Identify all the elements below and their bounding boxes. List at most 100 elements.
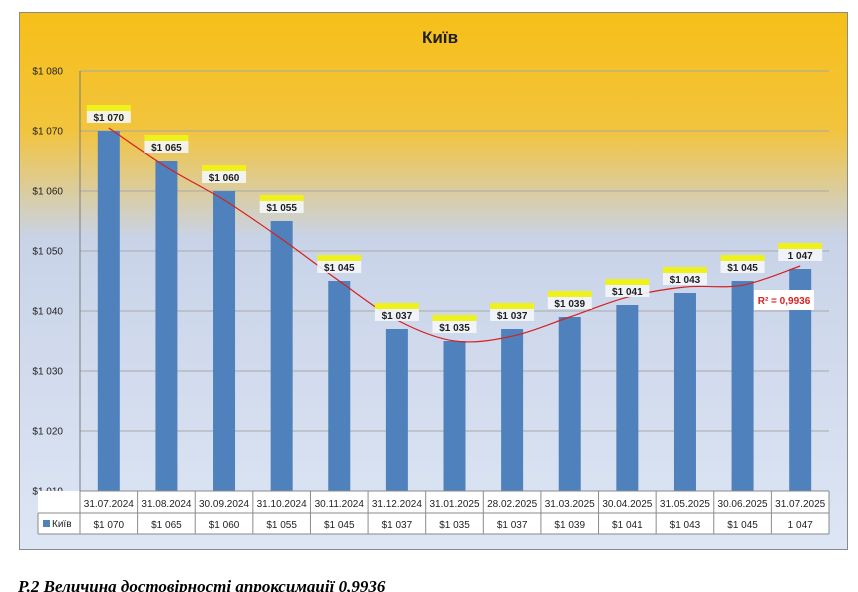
data-label: $1 039	[547, 291, 592, 310]
chart-background	[20, 13, 847, 549]
table-value: $1 045	[324, 520, 355, 531]
y-tick-label: $1 070	[32, 127, 63, 138]
data-label-highlight	[662, 267, 707, 273]
table-value: $1 039	[554, 520, 585, 531]
x-category-label: 30.11.2024	[315, 499, 365, 510]
bar	[328, 281, 351, 491]
bar	[789, 269, 812, 491]
data-label-highlight	[490, 303, 535, 309]
data-label-background	[662, 273, 707, 285]
data-label-text: $1 039	[554, 299, 585, 310]
data-label: $1 035	[432, 315, 477, 334]
table-value: $1 035	[439, 520, 470, 531]
data-label: $1 055	[259, 195, 304, 214]
data-label: $1 065	[144, 135, 189, 154]
data-label: $1 037	[490, 303, 535, 322]
y-tick-label: $1 020	[32, 427, 63, 438]
data-label-background	[374, 309, 419, 321]
y-tick-label: $1 030	[32, 367, 63, 378]
bar	[155, 161, 178, 491]
data-label-background	[605, 285, 650, 297]
y-tick-label: $1 050	[32, 247, 63, 258]
bar	[558, 317, 581, 491]
table-value: 1 047	[788, 520, 813, 531]
data-label: $1 041	[605, 279, 650, 298]
data-label-background	[144, 141, 189, 153]
table-value: $1 070	[94, 520, 125, 531]
trendline-curve	[108, 127, 801, 343]
data-label-highlight	[778, 243, 823, 249]
data-label: $1 037	[374, 303, 419, 322]
x-category-label: 31.07.2024	[84, 499, 134, 510]
data-label-background	[490, 309, 535, 321]
x-category-label: 31.01.2025	[429, 499, 479, 510]
y-tick-label: $1 080	[32, 67, 63, 78]
data-label-background	[720, 261, 765, 273]
data-label-text: $1 055	[266, 203, 297, 214]
table-value: $1 037	[382, 520, 413, 531]
data-label-background	[86, 111, 131, 123]
data-label-highlight	[605, 279, 650, 285]
x-category-label: 31.05.2025	[660, 499, 710, 510]
x-category-label: 28.02.2025	[487, 499, 537, 510]
data-label-background	[317, 261, 362, 273]
x-category-label: 30.09.2024	[199, 499, 249, 510]
bar-chart: Київ $1 010$1 020$1 030$1 040$1 050$1 06…	[20, 13, 847, 549]
table-value: $1 065	[151, 520, 182, 531]
legend-series-name: Київ	[52, 519, 72, 530]
bar	[673, 293, 696, 491]
table-value: $1 045	[727, 520, 758, 531]
data-label-text: $1 045	[324, 263, 355, 274]
x-category-label: 31.12.2024	[372, 499, 422, 510]
bar	[731, 281, 754, 491]
data-label-highlight	[259, 195, 304, 201]
data-label-background	[432, 321, 477, 333]
bar	[270, 221, 293, 491]
data-label-highlight	[202, 165, 247, 171]
data-label-text: $1 041	[612, 287, 643, 298]
table-value: $1 037	[497, 520, 528, 531]
data-label-text: 1 047	[788, 251, 813, 262]
data-label: $1 045	[720, 255, 765, 274]
x-category-label: 31.10.2024	[257, 499, 307, 510]
x-category-label: 31.08.2024	[141, 499, 191, 510]
y-tick-label: $1 060	[32, 187, 63, 198]
data-label-background	[259, 201, 304, 213]
data-label-highlight	[374, 303, 419, 309]
table-value: $1 043	[670, 520, 701, 531]
data-label-text: $1 035	[439, 323, 470, 334]
data-label: 1 047	[778, 243, 823, 262]
y-tick-label: $1 040	[32, 307, 63, 318]
bar	[616, 305, 639, 491]
data-label-highlight	[720, 255, 765, 261]
chart-frame: Київ $1 010$1 020$1 030$1 040$1 050$1 06…	[19, 12, 848, 550]
trendline: R² = 0,9936	[108, 127, 814, 343]
data-label: $1 060	[202, 165, 247, 184]
data-label-background	[547, 297, 592, 309]
chart-title: Київ	[422, 28, 458, 47]
data-label-text: $1 043	[670, 275, 701, 286]
data-label-highlight	[547, 291, 592, 297]
data-labels: $1 070 $1 065 $1 060 $1 055 $1 045 $1 037 $1 0…	[86, 105, 823, 334]
data-label: $1 043	[662, 267, 707, 286]
data-label: $1 070	[86, 105, 131, 124]
data-label-text: $1 037	[382, 311, 413, 322]
data-label-highlight	[144, 135, 189, 141]
x-category-label: 31.07.2025	[775, 499, 825, 510]
bar	[213, 191, 236, 491]
bar	[97, 131, 120, 491]
bar	[443, 341, 466, 491]
x-category-label: 30.06.2025	[718, 499, 768, 510]
data-label-text: $1 045	[727, 263, 758, 274]
data-label: $1 045	[317, 255, 362, 274]
x-category-label: 31.03.2025	[545, 499, 595, 510]
data-label-text: $1 070	[94, 113, 125, 124]
table-value: $1 055	[266, 520, 297, 531]
bar	[501, 329, 524, 491]
table-value: $1 041	[612, 520, 643, 531]
data-label-text: $1 037	[497, 311, 528, 322]
bar	[385, 329, 408, 491]
data-label-highlight	[317, 255, 362, 261]
r-squared-box	[754, 290, 814, 310]
r-squared-label: R² = 0,9936	[758, 296, 811, 307]
